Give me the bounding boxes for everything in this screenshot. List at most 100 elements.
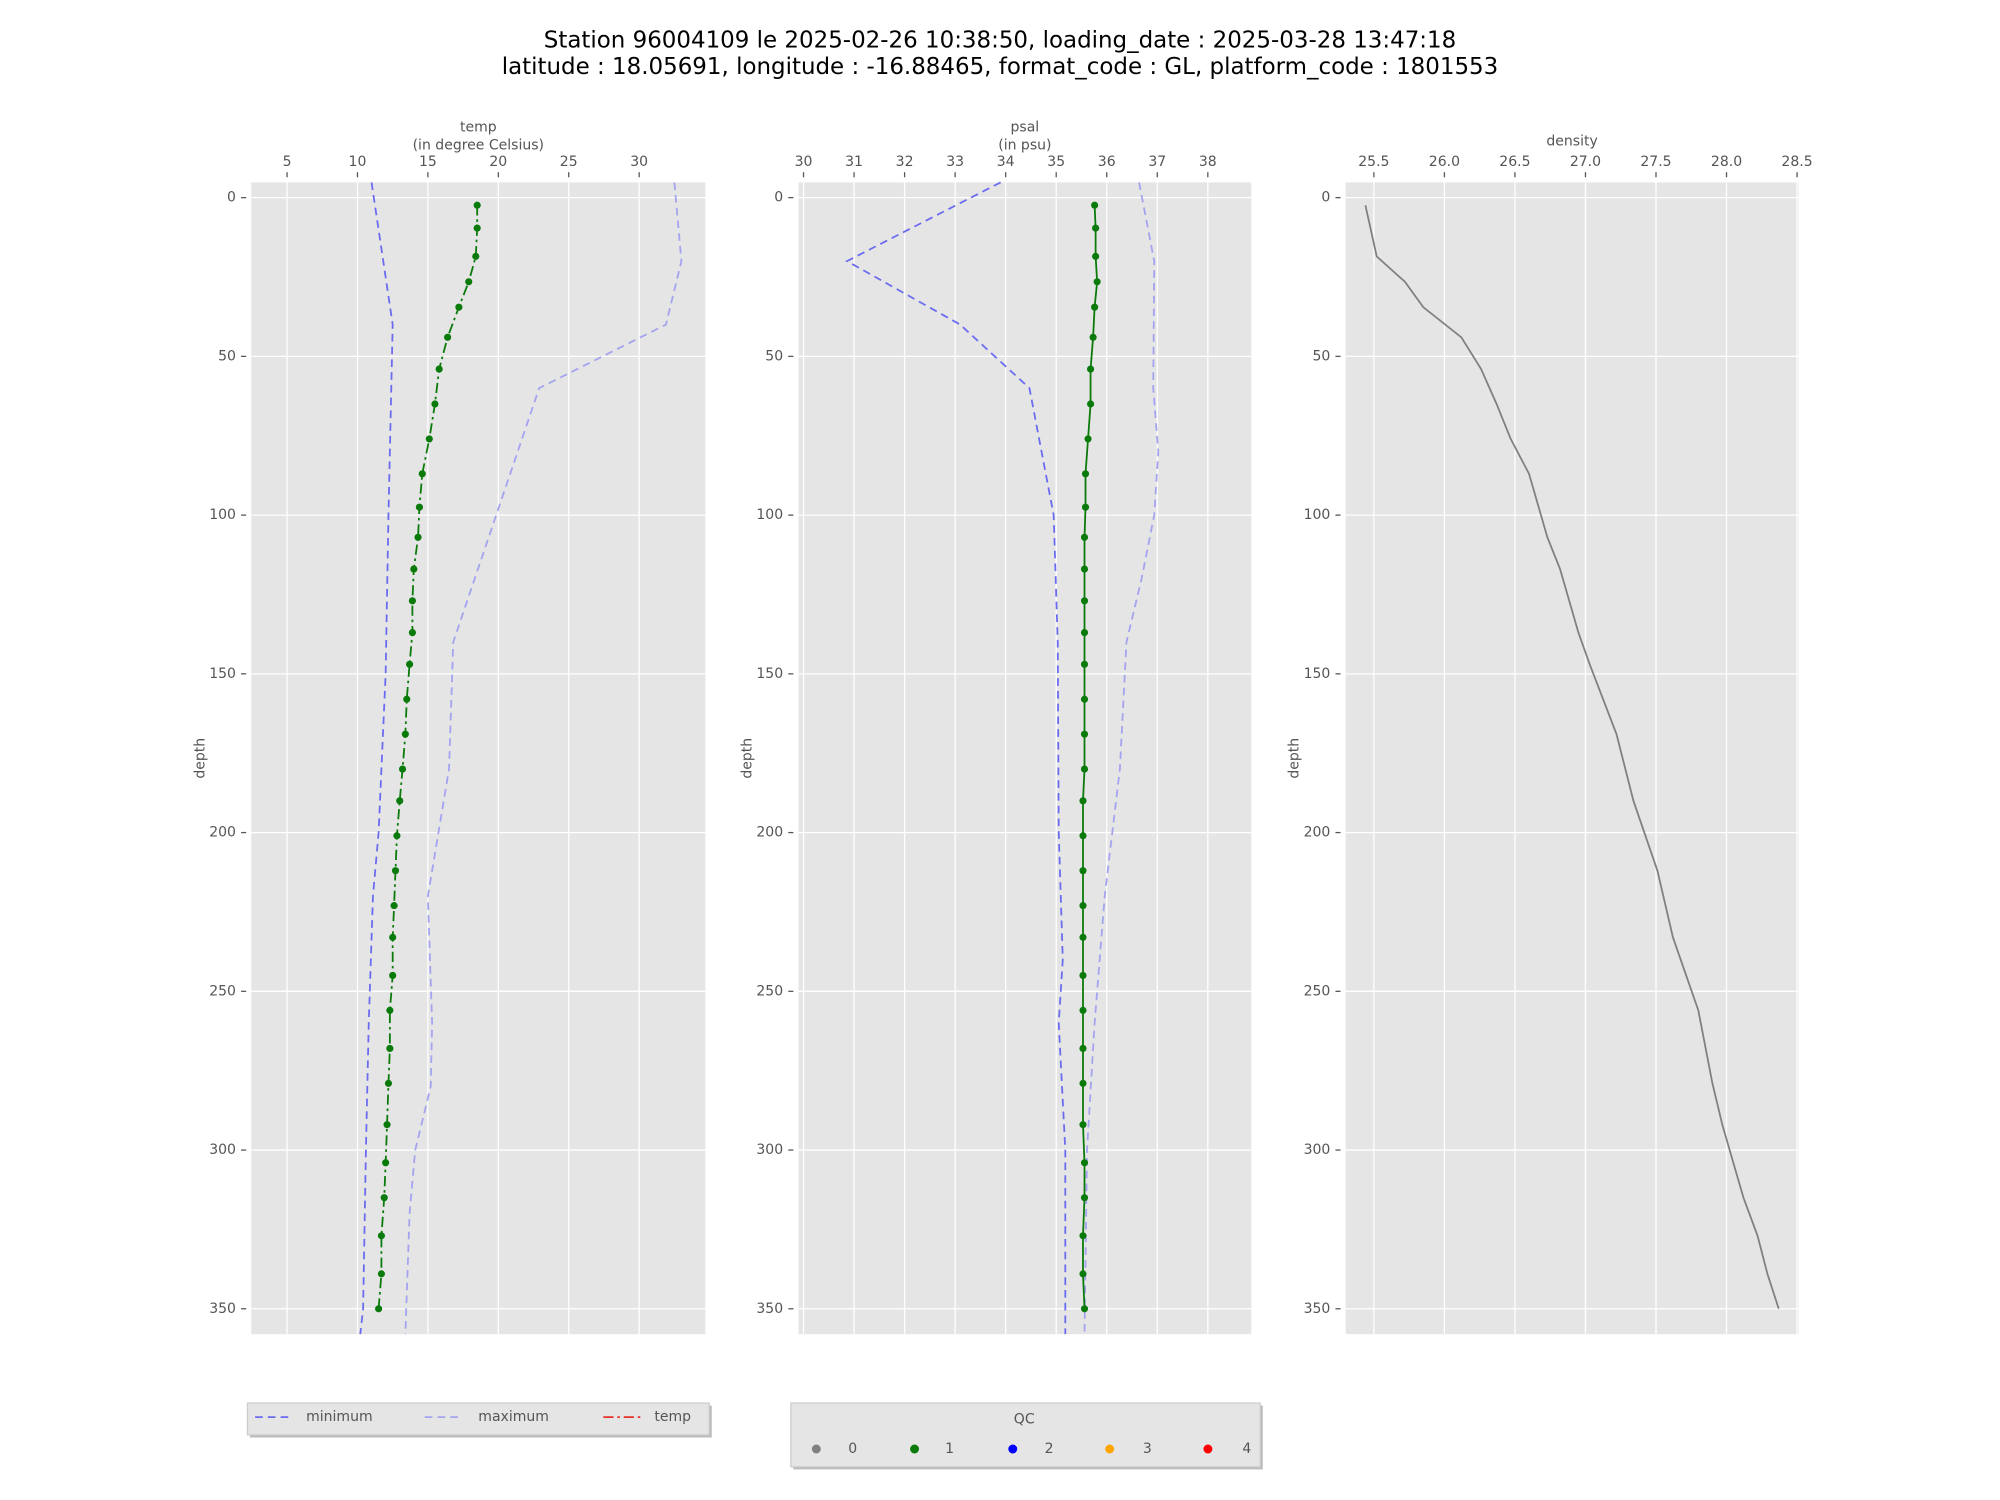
point xyxy=(473,201,481,209)
point xyxy=(465,278,473,286)
y-tick-label: 200 xyxy=(756,825,783,841)
point xyxy=(435,365,443,373)
point xyxy=(1079,1232,1087,1240)
point xyxy=(418,470,426,478)
x-tick-label: 36 xyxy=(1098,154,1116,170)
point xyxy=(1079,1121,1087,1129)
legend-label: maximum xyxy=(478,1409,549,1425)
y-tick-label: 350 xyxy=(1304,1301,1331,1317)
point xyxy=(393,832,401,840)
x-tick-label: 25 xyxy=(560,154,578,170)
x-axis-label: (in psu) xyxy=(998,137,1051,153)
point xyxy=(396,797,404,805)
x-tick-label: 32 xyxy=(896,154,914,170)
point xyxy=(377,1232,385,1240)
legend-label: minimum xyxy=(306,1409,373,1425)
suptitle: Station 96004109 le 2025-02-26 10:38:50,… xyxy=(544,27,1456,53)
point xyxy=(377,1270,385,1278)
qc-legend-label: 0 xyxy=(848,1441,857,1457)
point xyxy=(1086,365,1095,373)
y-axis-label: depth xyxy=(739,738,755,779)
axes-title: density xyxy=(1546,134,1597,150)
x-tick-label: 33 xyxy=(946,154,964,170)
point xyxy=(1079,1079,1087,1087)
qc-legend-marker xyxy=(1105,1444,1115,1454)
point xyxy=(401,730,409,738)
x-tick-label: 30 xyxy=(795,154,813,170)
x-tick-label: 30 xyxy=(630,154,648,170)
point xyxy=(391,867,400,875)
qc-legend-box xyxy=(790,1402,1261,1468)
point xyxy=(1079,832,1087,840)
point xyxy=(1080,629,1089,637)
series-line xyxy=(377,205,479,1309)
point xyxy=(410,565,418,573)
x-tick-label: 35 xyxy=(1047,154,1065,170)
point xyxy=(386,1044,394,1053)
y-tick-label: 200 xyxy=(209,825,236,841)
y-tick-label: 150 xyxy=(209,666,236,682)
x-tick-label: 20 xyxy=(489,154,507,170)
y-axis-label: depth xyxy=(192,738,208,779)
x-axis-label: psal xyxy=(1011,120,1040,136)
point xyxy=(1080,765,1089,773)
point xyxy=(382,1159,390,1167)
point xyxy=(1092,252,1100,260)
point xyxy=(1079,971,1087,980)
y-tick-label: 150 xyxy=(756,666,783,682)
series-line xyxy=(1082,205,1099,1309)
y-tick-label: 250 xyxy=(1304,983,1331,999)
point xyxy=(408,597,416,605)
qc-legend-label: 3 xyxy=(1143,1441,1152,1457)
point xyxy=(1084,435,1092,443)
y-tick-label: 250 xyxy=(756,983,783,999)
point xyxy=(1079,867,1087,875)
x-tick-label: 26.0 xyxy=(1429,154,1460,170)
qc-legend-marker xyxy=(811,1444,821,1454)
y-tick-label: 200 xyxy=(1304,825,1331,841)
point xyxy=(403,695,411,703)
series-line xyxy=(1364,205,1780,1310)
x-tick-label: 5 xyxy=(283,154,292,170)
x-tick-label: 37 xyxy=(1148,154,1166,170)
point xyxy=(1080,1194,1089,1202)
y-tick-label: 300 xyxy=(756,1142,783,1158)
x-tick-label: 34 xyxy=(997,154,1015,170)
y-tick-label: 100 xyxy=(209,507,236,523)
point xyxy=(375,1305,383,1313)
legend-box xyxy=(246,1402,710,1436)
y-tick-label: 150 xyxy=(1304,666,1331,682)
qc-legend-marker xyxy=(1008,1444,1018,1454)
qc-legend-title: QC xyxy=(1014,1412,1035,1428)
y-tick-label: 50 xyxy=(765,348,783,364)
point xyxy=(398,765,407,773)
point xyxy=(1079,902,1087,910)
point xyxy=(1093,278,1101,286)
point xyxy=(473,224,481,232)
x-tick-label: 28.5 xyxy=(1781,154,1812,170)
point xyxy=(1080,597,1089,605)
x-tick-label: 31 xyxy=(845,154,863,170)
point xyxy=(472,252,480,260)
point xyxy=(1079,933,1087,941)
point xyxy=(386,1006,394,1014)
y-tick-label: 350 xyxy=(756,1301,783,1317)
y-tick-label: 50 xyxy=(1313,348,1331,364)
x-axis-label: (in degree Celsius) xyxy=(413,137,544,153)
qc-legend-marker xyxy=(910,1444,920,1454)
x-tick-label: 38 xyxy=(1199,154,1217,170)
point xyxy=(408,629,416,637)
point xyxy=(406,660,414,668)
x-tick-label: 15 xyxy=(419,154,437,170)
point xyxy=(1091,201,1099,209)
qc-legend-label: 4 xyxy=(1242,1441,1251,1457)
point xyxy=(1092,224,1100,232)
point xyxy=(455,303,463,311)
point xyxy=(1080,660,1089,668)
point xyxy=(1079,1006,1087,1014)
point xyxy=(1079,1270,1087,1278)
y-tick-label: 50 xyxy=(218,348,236,364)
y-axis-label: depth xyxy=(1287,738,1303,779)
series-line xyxy=(845,181,1067,1335)
